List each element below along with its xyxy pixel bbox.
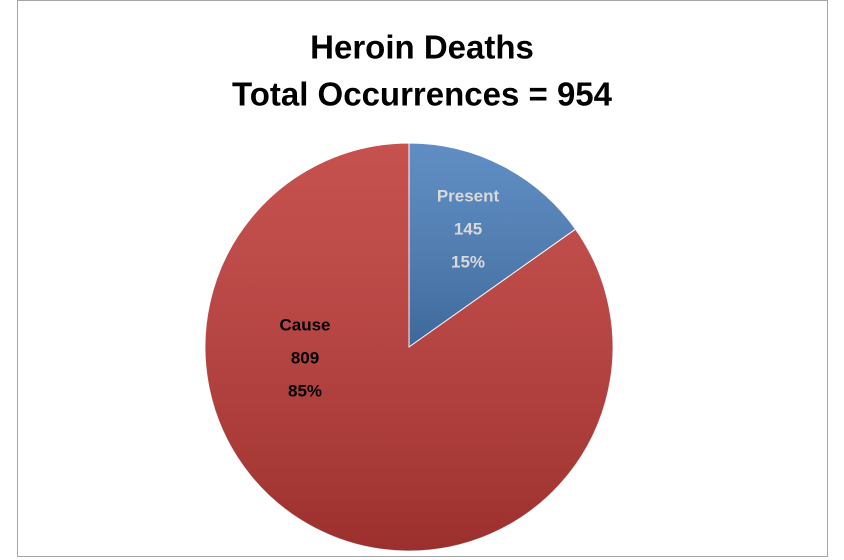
slice-value: 145 bbox=[454, 219, 482, 238]
slice-label: Present bbox=[437, 186, 500, 205]
slice-value: 809 bbox=[291, 348, 319, 367]
slice-label: Cause bbox=[279, 315, 330, 334]
chart-subtitle: Total Occurrences = 954 bbox=[232, 76, 613, 113]
slice-percent: 15% bbox=[451, 252, 485, 271]
chart-title: Heroin Deaths bbox=[310, 29, 534, 66]
slice-percent: 85% bbox=[288, 381, 322, 400]
